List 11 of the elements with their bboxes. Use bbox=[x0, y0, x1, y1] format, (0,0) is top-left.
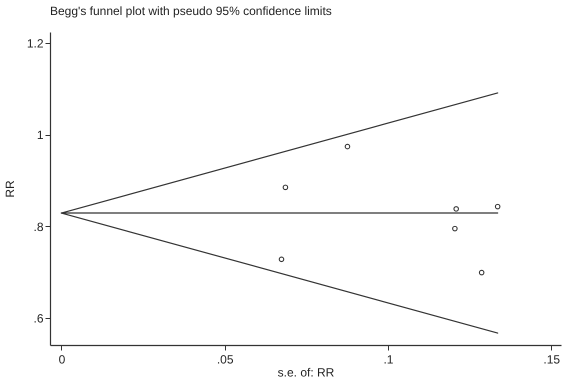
x-tick-label: .15 bbox=[543, 352, 560, 366]
y-tick-label: .6 bbox=[33, 311, 44, 326]
y-axis-title: RR bbox=[2, 180, 17, 198]
y-tick-label: .8 bbox=[33, 220, 44, 234]
x-tick-label: .05 bbox=[216, 352, 234, 366]
x-tick-label: .1 bbox=[383, 352, 394, 366]
x-axis-title: s.e. of: RR bbox=[278, 366, 335, 380]
y-tick-label: 1.2 bbox=[26, 36, 44, 50]
chart-title: Begg's funnel plot with pseudo 95% confidence limits bbox=[50, 4, 332, 18]
y-tick-label: 1 bbox=[36, 128, 44, 142]
x-tick-label: 0 bbox=[58, 352, 66, 366]
